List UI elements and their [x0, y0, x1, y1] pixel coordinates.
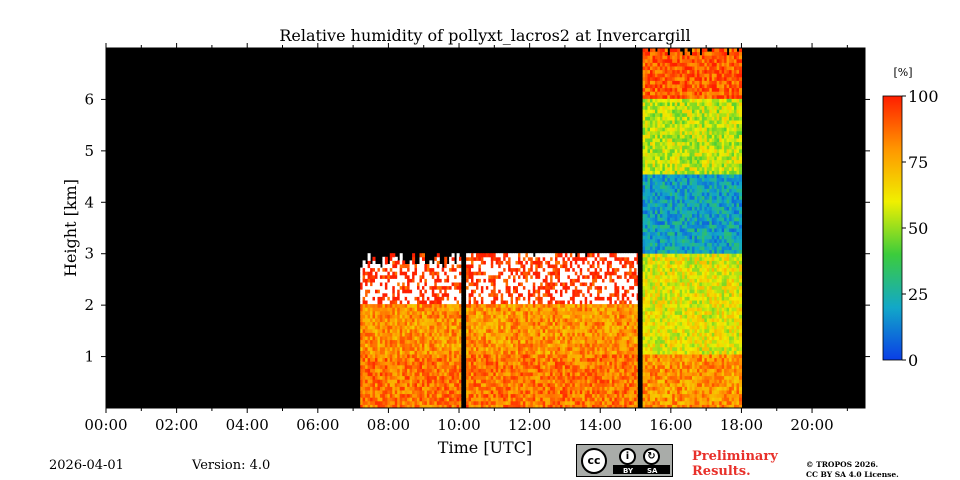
- badge-by-label: BY: [623, 467, 634, 475]
- x-axis: 00:00 02:00 04:00 06:00 08:00 10:00 12:00 14:00…: [84, 43, 848, 434]
- colorbar-tick-label-0: 0: [908, 351, 918, 370]
- badge-bar: [613, 465, 670, 474]
- colorbar-tick-label-2: 50: [908, 219, 928, 238]
- x-tick-label-2: 04:00: [226, 416, 269, 434]
- x-tick-label-3: 06:00: [296, 416, 339, 434]
- x-axis-label: Time [UTC]: [438, 438, 532, 457]
- y-axis-label: Height [km]: [61, 179, 80, 277]
- x-tick-label-6: 12:00: [508, 416, 551, 434]
- y-tick-label-2: 3: [84, 245, 94, 263]
- y-tick-label-0: 1: [84, 348, 94, 366]
- preliminary-line-2: Results.: [692, 464, 751, 479]
- footer-version: Version: 4.0: [192, 458, 271, 473]
- x-tick-label-8: 16:00: [649, 416, 692, 434]
- copyright-line-2: CC BY SA 4.0 License.: [806, 470, 899, 479]
- y-tick-label-3: 4: [84, 193, 94, 211]
- x-tick-label-10: 20:00: [790, 416, 833, 434]
- heatmap-segment-2: [642, 48, 742, 408]
- colorbar-tick-label-1: 25: [908, 285, 928, 304]
- y-tick-label-4: 5: [84, 142, 94, 160]
- colorbar-tick-label-3: 75: [908, 153, 928, 172]
- colorbar-ticks: 0 25 50 75 100: [902, 87, 939, 370]
- humidity-heatmap: [360, 48, 742, 408]
- attribution-icon: i: [619, 448, 636, 465]
- colorbar-tick-label-4: 100: [908, 87, 939, 106]
- plot-frame: [105, 47, 866, 409]
- share-alike-icon: ↻: [643, 448, 660, 465]
- x-tick-label-0: 00:00: [84, 416, 127, 434]
- x-tick-label-4: 08:00: [367, 416, 410, 434]
- badge-sa-label: SA: [647, 467, 658, 475]
- colorbar: [882, 95, 903, 361]
- y-tick-label-5: 6: [84, 90, 94, 108]
- colorbar-unit: [%]: [893, 66, 912, 79]
- heatmap-segment-0: [360, 253, 462, 408]
- x-tick-label-1: 02:00: [155, 416, 198, 434]
- heatmap-segment-1: [466, 253, 638, 408]
- cc-icon: cc: [581, 448, 607, 474]
- chart-title: Relative humidity of pollyxt_lacros2 at …: [279, 26, 690, 45]
- x-tick-label-9: 18:00: [720, 416, 763, 434]
- copyright-line-1: © TROPOS 2026.: [806, 460, 879, 469]
- x-tick-label-7: 14:00: [579, 416, 622, 434]
- y-tick-label-1: 2: [84, 296, 94, 314]
- y-axis: 1 2 3 4 5 6: [84, 90, 870, 366]
- preliminary-notice: Preliminary Results.: [692, 449, 778, 479]
- cc-license-badge[interactable]: cc i ↻ BY SA: [576, 444, 673, 477]
- preliminary-line-1: Preliminary: [692, 449, 778, 464]
- x-tick-label-5: 10:00: [437, 416, 480, 434]
- copyright-notice: © TROPOS 2026. CC BY SA 4.0 License.: [806, 460, 899, 480]
- footer-date: 2026-04-01: [49, 458, 124, 473]
